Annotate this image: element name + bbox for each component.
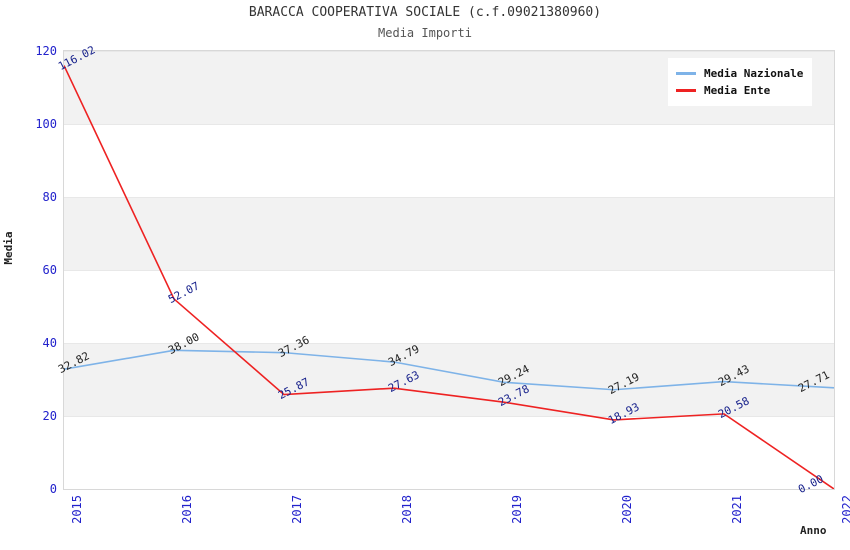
x-tick-label: 2017 (290, 495, 304, 524)
gridline (64, 124, 834, 125)
y-tick-label: 80 (42, 190, 57, 204)
gridline (64, 343, 834, 344)
legend-item-label: Media Ente (704, 84, 771, 97)
y-tick-label: 120 (35, 44, 57, 58)
gridline (64, 270, 834, 271)
gridline (64, 197, 834, 198)
y-tick-label: 100 (35, 117, 57, 131)
plot-band (64, 343, 834, 416)
series-line (64, 66, 834, 489)
plot-band (64, 197, 834, 270)
x-axis-label: Anno (800, 524, 827, 537)
x-tick-label: 2018 (400, 495, 414, 524)
y-tick-label: 20 (42, 409, 57, 423)
y-tick-label: 60 (42, 263, 57, 277)
gridline (64, 51, 834, 52)
y-axis-label: Media (2, 231, 15, 265)
legend-item-media-nazionale[interactable]: Media Nazionale (676, 65, 804, 82)
x-tick-label: 2021 (730, 495, 744, 524)
series-lines (64, 51, 834, 489)
legend-item-label: Media Nazionale (704, 67, 804, 80)
x-tick-label: 2020 (620, 495, 634, 524)
chart-title: BARACCA COOPERATIVA SOCIALE (c.f.0902138… (248, 5, 602, 20)
plot-area (63, 50, 835, 490)
x-tick-label: 2015 (70, 495, 84, 524)
series-line (64, 350, 834, 389)
chart-subtitle: Media Importi (378, 26, 472, 40)
gridline (64, 416, 834, 417)
gridline (64, 489, 834, 490)
legend-swatch-icon (676, 89, 696, 92)
y-tick-label: 40 (42, 336, 57, 350)
chart-legend[interactable]: Media Nazionale Media Ente (668, 58, 812, 106)
y-tick-label: 0 (49, 482, 57, 496)
x-tick-label: 2016 (180, 495, 194, 524)
legend-swatch-icon (676, 72, 696, 75)
x-tick-label: 2019 (510, 495, 524, 524)
x-tick-label: 2022 (840, 495, 850, 524)
legend-item-media-ente[interactable]: Media Ente (676, 82, 804, 99)
